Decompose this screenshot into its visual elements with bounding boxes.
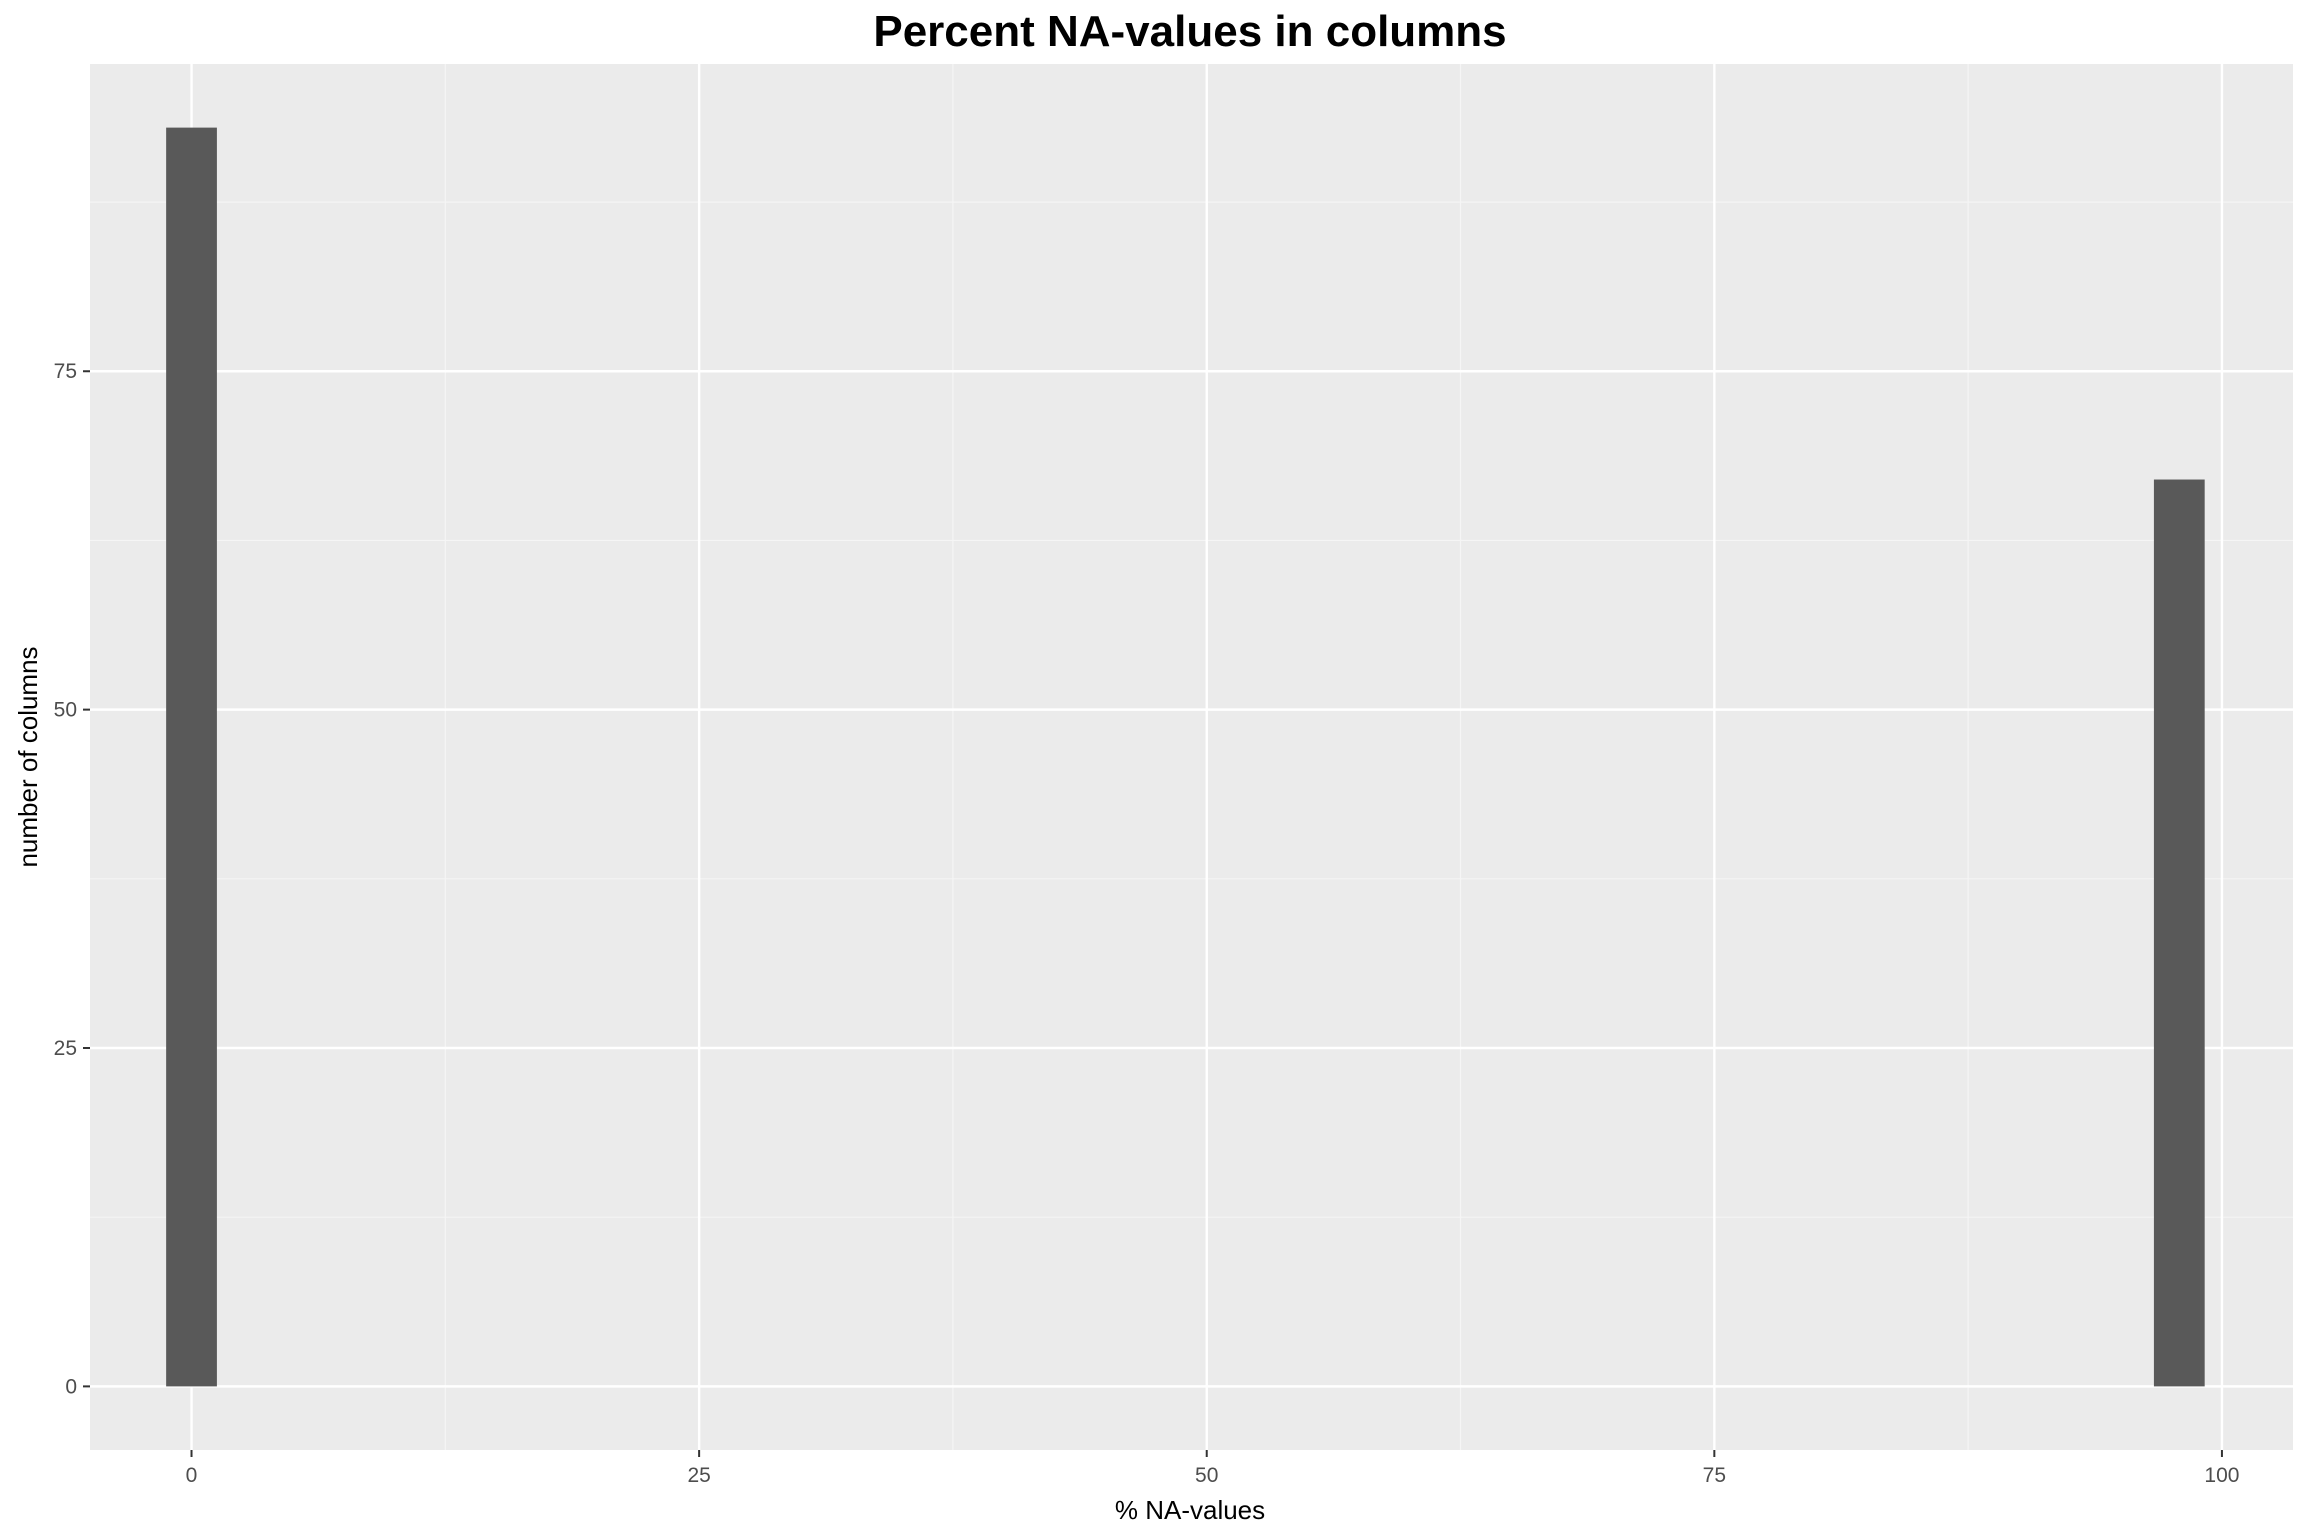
histogram-bar <box>2153 479 2205 1387</box>
bars <box>166 127 2205 1387</box>
histogram-bar <box>166 127 217 1387</box>
chart-title: Percent NA-values in columns <box>873 7 1506 56</box>
y-tick-label: 25 <box>54 1037 77 1060</box>
y-tick-label: 75 <box>54 360 77 383</box>
y-axis-title: number of columns <box>13 646 43 867</box>
y-tick-label: 50 <box>54 699 77 722</box>
x-tick-label: 25 <box>687 1464 710 1487</box>
y-tick-label: 0 <box>65 1375 77 1398</box>
plot-panel <box>90 64 2293 1450</box>
x-axis-title: % NA-values <box>1115 1495 1265 1525</box>
x-axis-ticks: 0 25 50 75 100 <box>186 1450 2239 1487</box>
y-axis-ticks: 0 25 50 75 <box>54 360 90 1398</box>
x-tick-label: 50 <box>1195 1464 1218 1487</box>
x-tick-label: 75 <box>1703 1464 1726 1487</box>
grid-minor <box>90 64 2293 1450</box>
grid-major <box>90 64 2293 1450</box>
x-tick-label: 100 <box>2204 1464 2239 1487</box>
x-tick-label: 0 <box>186 1464 198 1487</box>
